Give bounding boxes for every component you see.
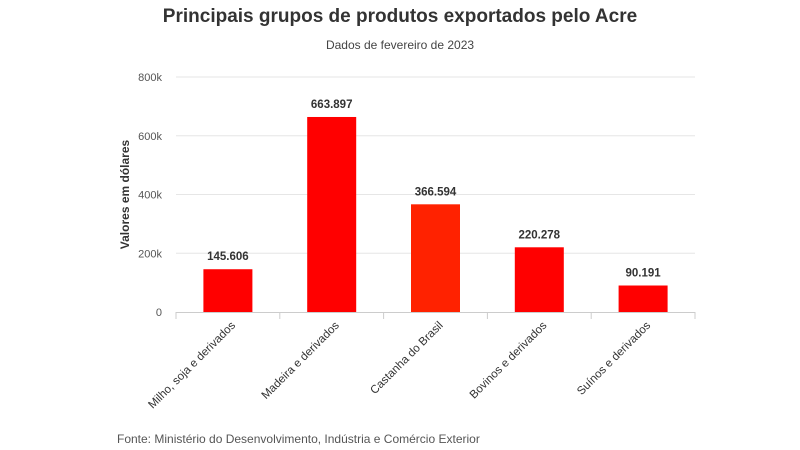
x-tick-label: Milho, soja e derivados bbox=[146, 319, 238, 411]
x-tick-label: Madeira e derivados bbox=[260, 319, 342, 401]
data-label: 145.606 bbox=[207, 251, 249, 263]
data-label: 90.191 bbox=[626, 268, 662, 280]
y-axis-title: Valores em dólares bbox=[118, 139, 132, 249]
y-tick-label: 400k bbox=[138, 190, 162, 202]
y-tick-label: 0 bbox=[156, 307, 162, 319]
y-tick-label: 200k bbox=[138, 248, 162, 260]
data-label: 366.594 bbox=[415, 186, 457, 198]
data-label: 663.897 bbox=[311, 99, 353, 111]
data-label: 220.278 bbox=[519, 229, 561, 241]
bar bbox=[514, 247, 564, 312]
x-tick-label: Bovinos e derivados bbox=[468, 319, 550, 401]
bar bbox=[411, 204, 460, 312]
bar bbox=[203, 269, 253, 312]
x-tick-label: Castanha do Brasil bbox=[368, 320, 445, 397]
chart-subtitle: Dados de fevereiro de 2023 bbox=[325, 38, 475, 52]
chart-title: Principais grupos de produtos exportados… bbox=[162, 6, 638, 27]
source-note: Fonte: Ministério do Desenvolvimento, In… bbox=[117, 432, 480, 446]
y-tick-label: 800k bbox=[138, 72, 162, 84]
y-tick-label: 600k bbox=[138, 131, 162, 143]
bar bbox=[618, 285, 668, 312]
bar bbox=[307, 116, 357, 312]
x-tick-label: Suínos e derivados bbox=[575, 319, 653, 397]
